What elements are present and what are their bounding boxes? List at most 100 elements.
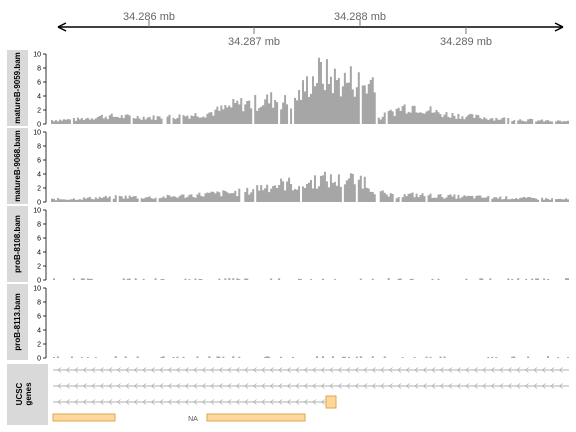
strand-chevron-icon <box>371 383 376 389</box>
strand-chevron-icon <box>312 367 317 373</box>
y-tick-label: 0 <box>37 278 41 285</box>
axis-right-arrow-icon <box>554 22 564 32</box>
strand-chevron-icon <box>57 399 62 405</box>
strand-chevron-icon <box>303 399 308 405</box>
strand-chevron-icon <box>244 367 249 373</box>
axis-tick-label: 34.288 mb <box>334 11 386 23</box>
strand-chevron-icon <box>201 367 206 373</box>
strand-chevron-icon <box>431 383 436 389</box>
y-tick-label: 6 <box>37 80 41 87</box>
coverage-area <box>51 278 569 280</box>
strand-chevron-icon <box>303 367 308 373</box>
strand-chevron-icon <box>516 383 521 389</box>
y-tick-label: 10 <box>33 286 41 293</box>
strand-chevron-icon <box>499 367 504 373</box>
strand-chevron-icon <box>405 383 410 389</box>
y-tick-label: 8 <box>37 144 41 151</box>
strand-chevron-icon <box>550 383 555 389</box>
strand-chevron-icon <box>550 367 555 373</box>
strand-chevron-icon <box>227 367 232 373</box>
strand-chevron-icon <box>116 383 121 389</box>
track-label: matureB-9059.bam <box>13 52 22 124</box>
strand-chevron-icon <box>346 367 351 373</box>
y-tick-label: 4 <box>37 172 41 179</box>
strand-chevron-icon <box>558 367 563 373</box>
strand-chevron-icon <box>159 399 164 405</box>
strand-chevron-icon <box>184 399 189 405</box>
strand-chevron-icon <box>252 367 257 373</box>
strand-chevron-icon <box>524 367 529 373</box>
strand-chevron-icon <box>320 399 325 405</box>
y-tick-label: 2 <box>37 264 41 271</box>
strand-chevron-icon <box>176 399 181 405</box>
track-label: proB-8108.bam <box>13 215 22 273</box>
strand-chevron-icon <box>473 367 478 373</box>
strand-chevron-icon <box>558 383 563 389</box>
coverage-area <box>51 171 569 202</box>
strand-chevron-icon <box>329 383 334 389</box>
strand-chevron-icon <box>269 383 274 389</box>
strand-chevron-icon <box>184 383 189 389</box>
strand-chevron-icon <box>74 399 79 405</box>
strand-chevron-icon <box>133 383 138 389</box>
strand-chevron-icon <box>490 367 495 373</box>
transcripts <box>53 367 569 405</box>
y-tick-label: 10 <box>33 52 41 59</box>
strand-chevron-icon <box>125 383 130 389</box>
strand-chevron-icon <box>150 383 155 389</box>
strand-chevron-icon <box>235 367 240 373</box>
track-label-strip <box>7 206 28 282</box>
strand-chevron-icon <box>261 383 266 389</box>
strand-chevron-icon <box>354 367 359 373</box>
strand-chevron-icon <box>82 367 87 373</box>
strand-chevron-icon <box>388 367 393 373</box>
strand-chevron-icon <box>541 367 546 373</box>
strand-chevron-icon <box>142 383 147 389</box>
strand-chevron-icon <box>133 399 138 405</box>
y-tick-label: 4 <box>37 94 41 101</box>
strand-chevron-icon <box>218 383 223 389</box>
strand-chevron-icon <box>524 383 529 389</box>
strand-chevron-icon <box>312 399 317 405</box>
strand-chevron-icon <box>108 383 113 389</box>
strand-chevron-icon <box>116 399 121 405</box>
strand-chevron-icon <box>286 383 291 389</box>
y-tick-label: 0 <box>37 122 41 129</box>
strand-chevron-icon <box>346 383 351 389</box>
strand-chevron-icon <box>150 367 155 373</box>
strand-chevron-icon <box>448 367 453 373</box>
strand-chevron-icon <box>167 367 172 373</box>
strand-chevron-icon <box>91 367 96 373</box>
strand-chevron-icon <box>244 383 249 389</box>
strand-chevron-icon <box>150 399 155 405</box>
strand-chevron-icon <box>227 399 232 405</box>
strand-chevron-icon <box>218 367 223 373</box>
strand-chevron-icon <box>125 399 130 405</box>
axis-tick-label: 34.287 mb <box>228 36 280 48</box>
strand-chevron-icon <box>82 383 87 389</box>
strand-chevron-icon <box>57 383 62 389</box>
axis-tick-label: 34.289 mb <box>440 36 492 48</box>
gene-block <box>52 413 116 422</box>
coverage-track: matureB-9059.bam 0 2 4 6 8 10 <box>7 50 569 129</box>
strand-chevron-icon <box>439 383 444 389</box>
strand-chevron-icon <box>422 383 427 389</box>
strand-chevron-icon <box>507 367 512 373</box>
strand-chevron-icon <box>363 367 368 373</box>
strand-chevron-icon <box>295 399 300 405</box>
strand-chevron-icon <box>82 399 87 405</box>
y-tick-label: 2 <box>37 108 41 115</box>
y-tick-label: 4 <box>37 250 41 257</box>
strand-chevron-icon <box>286 399 291 405</box>
strand-chevron-icon <box>193 399 198 405</box>
gene-na-label: NA <box>188 416 198 423</box>
strand-chevron-icon <box>303 383 308 389</box>
strand-chevron-icon <box>159 383 164 389</box>
strand-chevron-icon <box>465 367 470 373</box>
strand-chevron-icon <box>456 383 461 389</box>
strand-chevron-icon <box>210 399 215 405</box>
strand-chevron-icon <box>176 367 181 373</box>
strand-chevron-icon <box>184 367 189 373</box>
strand-chevron-icon <box>193 383 198 389</box>
strand-chevron-icon <box>210 383 215 389</box>
